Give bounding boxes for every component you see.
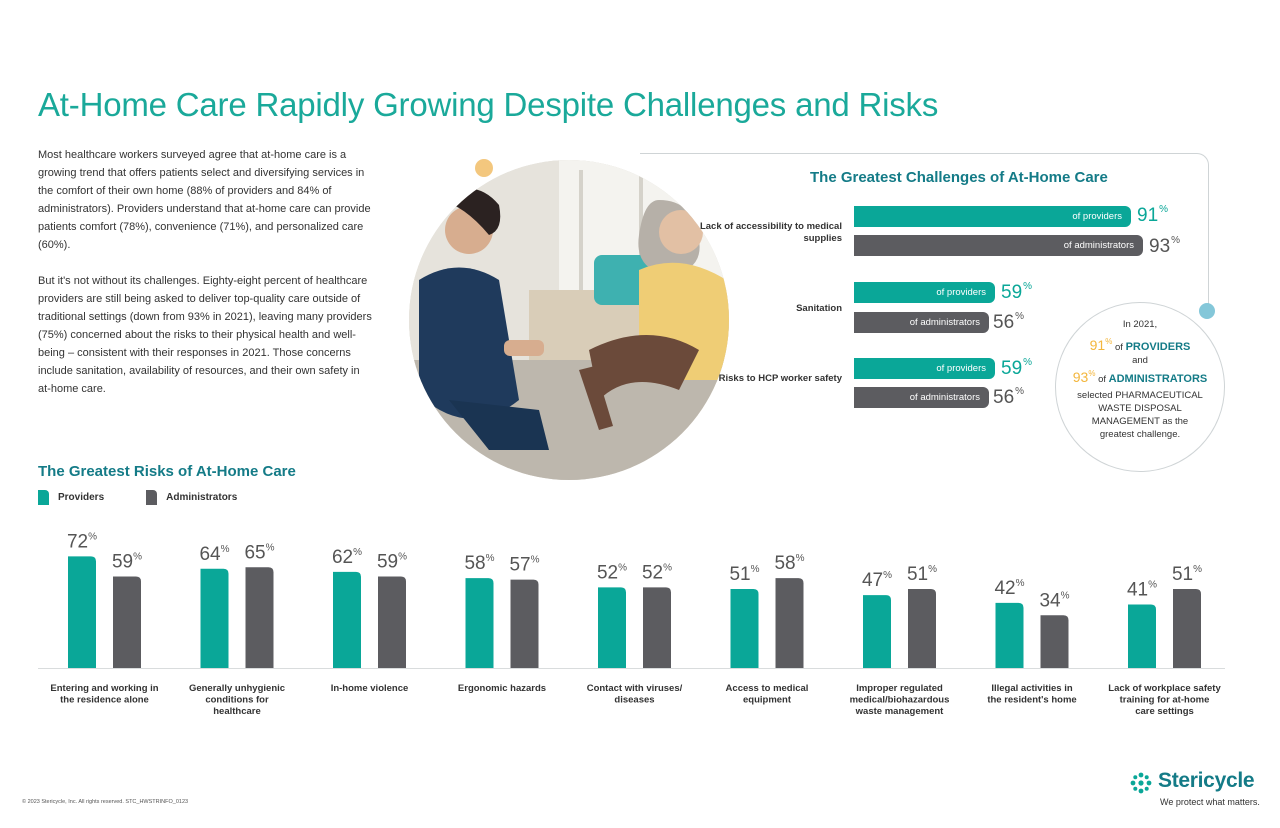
bar-value-label: 42% <box>994 578 1024 599</box>
bar-value-label: 51% <box>907 564 937 585</box>
challenge-bar-safety-administrators: of administrators <box>854 387 989 408</box>
bar-value-label: 47% <box>862 570 892 591</box>
bar-administrators <box>1173 588 1201 668</box>
bar-administrators <box>1040 615 1069 668</box>
challenge-bar-sanitation-administrators: of administrators <box>854 312 989 333</box>
risks-title: The Greatest Risks of At-Home Care <box>38 463 296 480</box>
category-label: Contact with viruses/diseases <box>587 683 683 706</box>
risks-legend: Providers Administrators <box>38 490 279 505</box>
category-label: Generally unhygienic conditions for health… <box>189 683 285 717</box>
challenge-value-supplies-providers: 91% <box>1137 204 1169 226</box>
category-label: Ergonomic hazards <box>458 683 546 694</box>
callout-year: In 2021, <box>1122 319 1158 330</box>
bar-value-label: 58% <box>774 553 804 574</box>
bar-providers <box>68 556 96 668</box>
challenges-title: The Greatest Challenges of At-Home Care <box>810 169 1108 186</box>
legend-administrators: Administrators <box>146 490 237 505</box>
bar-caption: of administrators <box>909 392 980 403</box>
bar-administrators <box>510 579 539 668</box>
bar-value-label: 51% <box>1172 564 1202 585</box>
callout-and: and <box>1132 355 1148 366</box>
bar-providers <box>200 568 229 668</box>
decorative-blue-dot <box>1199 303 1215 319</box>
bar-administrators <box>378 576 406 668</box>
stericycle-logo-icon <box>1130 772 1152 794</box>
bar-value-label: 52% <box>642 562 672 583</box>
bar-value-label: 57% <box>509 555 539 576</box>
bar-value-label: 52% <box>597 562 627 583</box>
bar-providers <box>465 578 494 668</box>
bar-value-label: 65% <box>244 542 274 563</box>
challenges-panel-frame <box>640 153 1209 314</box>
decorative-yellow-dot <box>475 159 493 177</box>
challenge-value-safety-administrators: 56% <box>993 386 1025 408</box>
bar-providers <box>1128 604 1156 668</box>
bar-providers <box>995 602 1024 668</box>
caregiver-photo <box>409 160 729 480</box>
brand-name: Stericycle <box>1158 769 1255 792</box>
bar-caption: of providers <box>1072 211 1122 222</box>
challenge-bar-supplies-providers: of providers <box>854 206 1131 227</box>
category-label: In-home violence <box>331 683 409 694</box>
challenge-value-sanitation-administrators: 56% <box>993 311 1025 333</box>
footer-copyright: © 2023 Stericycle, Inc. All rights reser… <box>22 799 189 805</box>
challenge-bar-safety-providers: of providers <box>854 358 995 379</box>
challenge-label-sanitation: Sanitation <box>796 303 842 314</box>
category-label: Entering and working in the residence alo… <box>50 683 158 706</box>
challenge-value-sanitation-providers: 59% <box>1001 281 1033 303</box>
bar-value-label: 59% <box>112 552 142 573</box>
bar-providers <box>333 571 361 668</box>
bar-caption: of administrators <box>1063 240 1134 251</box>
legend-swatch-administrators <box>146 490 158 505</box>
bar-value-label: 41% <box>1127 579 1157 600</box>
page-title: At-Home Care Rapidly Growing Despite Cha… <box>38 86 939 124</box>
bar-caption: of providers <box>936 287 986 298</box>
bar-providers <box>730 588 759 668</box>
bar-caption: of providers <box>936 363 986 374</box>
bar-administrators <box>113 576 141 668</box>
category-label: Illegal activities in the resident's home <box>987 683 1076 706</box>
bar-providers <box>598 587 626 668</box>
category-label: Improper regulated medical/biohazardous wa… <box>850 683 950 717</box>
intro-paragraph-1: Most healthcare workers surveyed agree t… <box>38 149 371 251</box>
challenge-bar-sanitation-providers: of providers <box>854 282 995 303</box>
bar-value-label: 72% <box>67 531 97 552</box>
bar-administrators <box>643 587 671 668</box>
callout-circle: In 2021, 91% of PROVIDERS and 93% of ADM… <box>1055 302 1225 472</box>
callout-administrators-line: 93% of ADMINISTRATORS <box>1072 369 1208 385</box>
challenge-value-safety-providers: 59% <box>1001 357 1033 379</box>
bar-value-label: 59% <box>377 552 407 573</box>
callout-providers-line: 91% of PROVIDERS <box>1089 337 1191 353</box>
challenge-bar-supplies-administrators: of administrators <box>854 235 1143 256</box>
bar-administrators <box>908 588 936 668</box>
bar-value-label: 58% <box>464 553 494 574</box>
stericycle-logo: Stericycle We protect what matters. <box>1128 768 1268 813</box>
legend-label-administrators: Administrators <box>166 492 238 503</box>
callout-text: selected PHARMACEUTICAL WASTE DISPOSAL M… <box>1077 390 1203 440</box>
challenge-value-supplies-administrators: 93% <box>1149 235 1181 257</box>
risks-bar-chart: 72% 59% Entering and working in the residen… <box>38 531 1225 717</box>
bar-administrators <box>775 578 804 668</box>
bar-providers <box>863 595 891 668</box>
category-label: Access to medical equipment <box>726 683 809 706</box>
legend-providers: Providers <box>38 490 104 505</box>
bar-administrators <box>245 567 274 668</box>
bar-value-label: 34% <box>1039 590 1069 611</box>
intro-paragraph-2: But it's not without its challenges. Eig… <box>38 275 372 395</box>
bar-value-label: 64% <box>199 544 229 565</box>
bar-value-label: 62% <box>332 547 362 568</box>
brand-tagline: We protect what matters. <box>1160 797 1260 807</box>
legend-swatch-providers <box>38 490 49 505</box>
category-label: Lack of workplace safety training for at-… <box>1108 683 1221 717</box>
bar-value-label: 51% <box>729 564 759 585</box>
legend-label-providers: Providers <box>58 492 105 503</box>
intro-text: Most healthcare workers surveyed agree t… <box>38 146 373 416</box>
challenge-label-hcp-safety: Risks to HCP worker safety <box>718 373 842 384</box>
caregiver-with-elderly-patient-photo <box>409 160 729 480</box>
challenge-label-supplies: Lack of accessibility to medical supplie… <box>699 221 842 244</box>
bar-caption: of administrators <box>909 317 980 328</box>
